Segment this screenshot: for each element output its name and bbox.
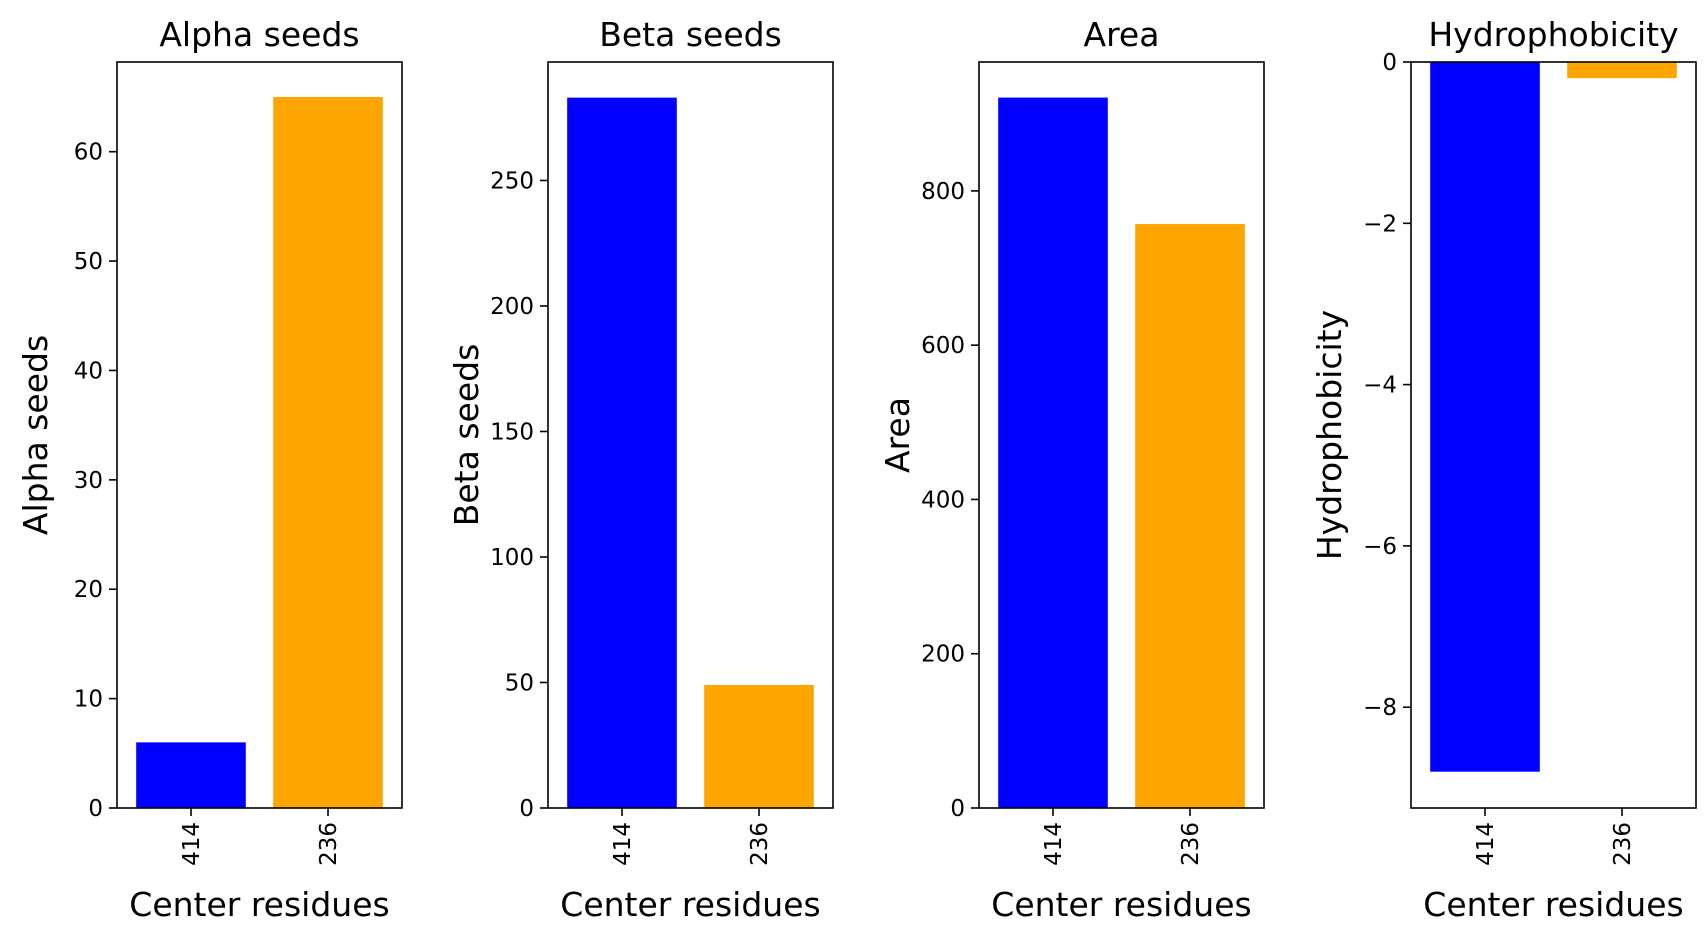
bar-236 bbox=[1135, 224, 1245, 808]
bar-414 bbox=[998, 97, 1108, 808]
bar-236 bbox=[273, 97, 383, 808]
bar-414 bbox=[1430, 62, 1540, 772]
y-axis-label: Area bbox=[878, 397, 917, 473]
bar-414 bbox=[136, 742, 246, 808]
subplot-1: 0 10 20 30 40 50 60 414 236 Alpha seeds Center res… bbox=[16, 15, 403, 924]
x-tick-label: 236 bbox=[1610, 822, 1636, 866]
subplot-4: 0 −2 −4 −6 −8 414 236 Hydrophobicity Center resi… bbox=[1310, 15, 1697, 924]
x-axis-label: Center residues bbox=[560, 885, 820, 924]
y-tick-label: 400 bbox=[921, 487, 965, 513]
y-tick-label: 60 bbox=[74, 140, 103, 166]
axes-frame bbox=[116, 61, 403, 809]
y-tick-label: 30 bbox=[74, 468, 103, 494]
y-tick-label: −6 bbox=[1363, 534, 1397, 560]
axes-frame bbox=[1410, 61, 1697, 809]
y-tick-label: 200 bbox=[490, 294, 534, 320]
y-tick-label: 0 bbox=[950, 796, 965, 822]
y-tick-label: −4 bbox=[1363, 373, 1397, 399]
x-tick-label: 414 bbox=[1041, 822, 1067, 866]
chart-title: Alpha seeds bbox=[159, 15, 359, 54]
y-axis-label: Hydrophobicity bbox=[1310, 310, 1349, 560]
y-axis-label: Alpha seeds bbox=[16, 335, 55, 535]
y-tick-label: 150 bbox=[490, 419, 534, 445]
y-tick-label: 800 bbox=[921, 179, 965, 205]
bar-236 bbox=[704, 685, 814, 808]
subplot-3: 0 200 400 600 800 414 236 Area Center residues Ar… bbox=[878, 15, 1265, 924]
y-tick-label: −8 bbox=[1363, 695, 1397, 721]
y-tick-label: 100 bbox=[490, 545, 534, 571]
y-axis-label: Beta seeds bbox=[447, 344, 486, 527]
x-axis-label: Center residues bbox=[991, 885, 1251, 924]
bar-236 bbox=[1567, 62, 1677, 79]
chart-title: Beta seeds bbox=[599, 15, 782, 54]
x-tick-label: 236 bbox=[316, 822, 342, 866]
x-tick-label: 236 bbox=[747, 822, 773, 866]
y-tick-label: 600 bbox=[921, 333, 965, 359]
y-tick-label: 10 bbox=[74, 687, 103, 713]
subplot-2: 0 50 100 150 200 250 414 236 Beta seeds Center re… bbox=[447, 15, 834, 924]
y-tick-label: −2 bbox=[1363, 211, 1397, 237]
y-tick-label: 250 bbox=[490, 168, 534, 194]
y-tick-label: 0 bbox=[1382, 50, 1397, 76]
y-tick-label: 50 bbox=[74, 249, 103, 275]
x-tick-label: 236 bbox=[1178, 822, 1204, 866]
x-axis-label: Center residues bbox=[1423, 885, 1683, 924]
y-tick-label: 200 bbox=[921, 642, 965, 668]
y-tick-label: 50 bbox=[505, 670, 534, 696]
chart-title: Area bbox=[1084, 15, 1160, 54]
x-tick-label: 414 bbox=[179, 822, 205, 866]
bar-414 bbox=[567, 97, 677, 809]
chart-title: Hydrophobicity bbox=[1428, 15, 1678, 54]
x-tick-label: 414 bbox=[610, 822, 636, 866]
y-tick-label: 0 bbox=[519, 796, 534, 822]
axes-frame bbox=[547, 61, 834, 809]
y-tick-label: 40 bbox=[74, 358, 103, 384]
x-axis-label: Center residues bbox=[129, 885, 389, 924]
y-tick-label: 20 bbox=[74, 577, 103, 603]
axes-frame bbox=[978, 61, 1265, 809]
x-tick-label: 414 bbox=[1473, 822, 1499, 866]
y-tick-label: 0 bbox=[88, 796, 103, 822]
